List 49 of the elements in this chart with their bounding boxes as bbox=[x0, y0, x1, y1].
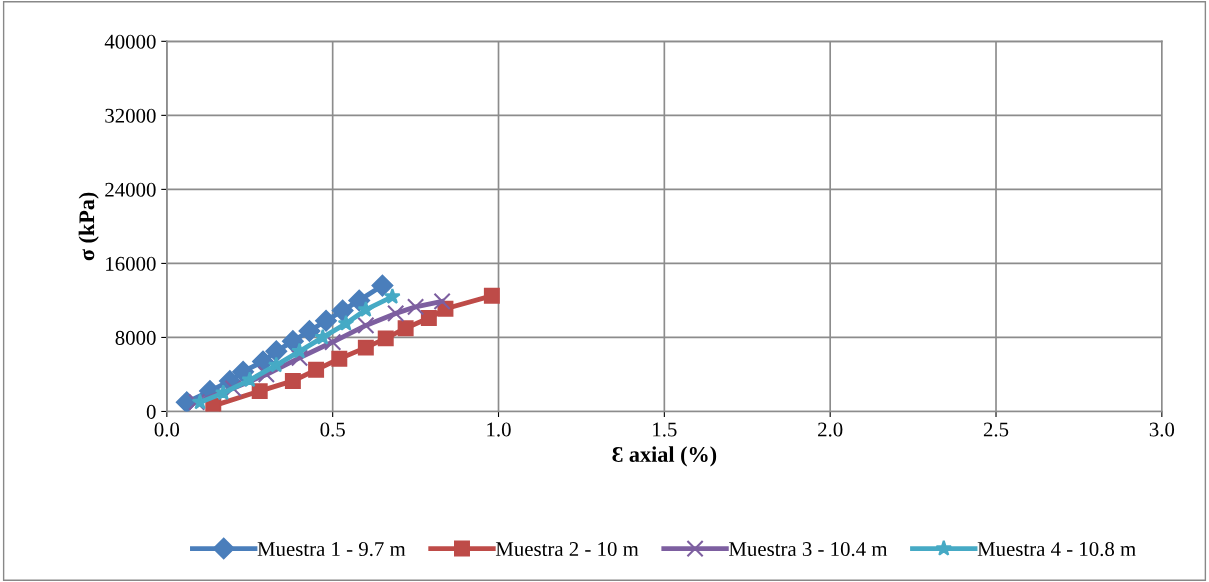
x-tick-label: 0.0 bbox=[154, 422, 180, 437]
legend-label: Muestra 1 - 9.7 m bbox=[257, 542, 406, 557]
point bbox=[433, 292, 451, 311]
y-tick-label: 0 bbox=[146, 404, 156, 419]
point bbox=[377, 330, 394, 347]
point bbox=[384, 288, 401, 304]
legend-label: Muestra 4 - 10.8 m bbox=[977, 542, 1136, 557]
x-tick-label: 2.0 bbox=[818, 422, 843, 437]
point bbox=[224, 379, 242, 398]
point bbox=[387, 304, 405, 323]
y-tick-label: 8000 bbox=[115, 330, 156, 345]
point bbox=[357, 316, 375, 335]
x-tick-label: 1.5 bbox=[653, 422, 677, 437]
point bbox=[348, 289, 371, 312]
x-tick-label: 1.0 bbox=[487, 422, 511, 437]
point bbox=[331, 299, 354, 322]
point bbox=[315, 309, 337, 332]
legend-label: Muestra 3 - 10.4 m bbox=[729, 542, 888, 557]
point bbox=[251, 383, 268, 400]
point bbox=[357, 339, 374, 356]
point bbox=[397, 320, 414, 337]
point bbox=[282, 330, 304, 353]
point bbox=[284, 372, 301, 389]
x-tick-label: 3.0 bbox=[1149, 422, 1175, 437]
y-tick-label: 40000 bbox=[104, 34, 156, 49]
x-tick-label: 2.5 bbox=[983, 422, 1009, 437]
y-tick-label: 32000 bbox=[105, 108, 156, 123]
x-axis-title: Ɛ axial (%) bbox=[612, 446, 717, 467]
legend-label: Muestra 2 - 10 m bbox=[495, 542, 639, 557]
point bbox=[406, 298, 425, 316]
y-tick-label: 24000 bbox=[105, 182, 156, 197]
point bbox=[257, 365, 276, 384]
point bbox=[308, 361, 325, 378]
point bbox=[420, 310, 437, 326]
y-tick-label: 16000 bbox=[106, 256, 156, 271]
point bbox=[324, 333, 342, 351]
point bbox=[371, 274, 394, 297]
point bbox=[483, 287, 500, 304]
point bbox=[265, 340, 288, 363]
point bbox=[291, 342, 308, 359]
x-tick-label: 0.5 bbox=[320, 422, 345, 437]
point bbox=[290, 349, 309, 367]
point bbox=[267, 356, 285, 373]
y-axis-title: σ (kPa) bbox=[78, 192, 99, 261]
point bbox=[314, 328, 332, 345]
point bbox=[214, 384, 232, 401]
point bbox=[331, 350, 348, 367]
point bbox=[337, 314, 355, 331]
point bbox=[298, 320, 321, 342]
